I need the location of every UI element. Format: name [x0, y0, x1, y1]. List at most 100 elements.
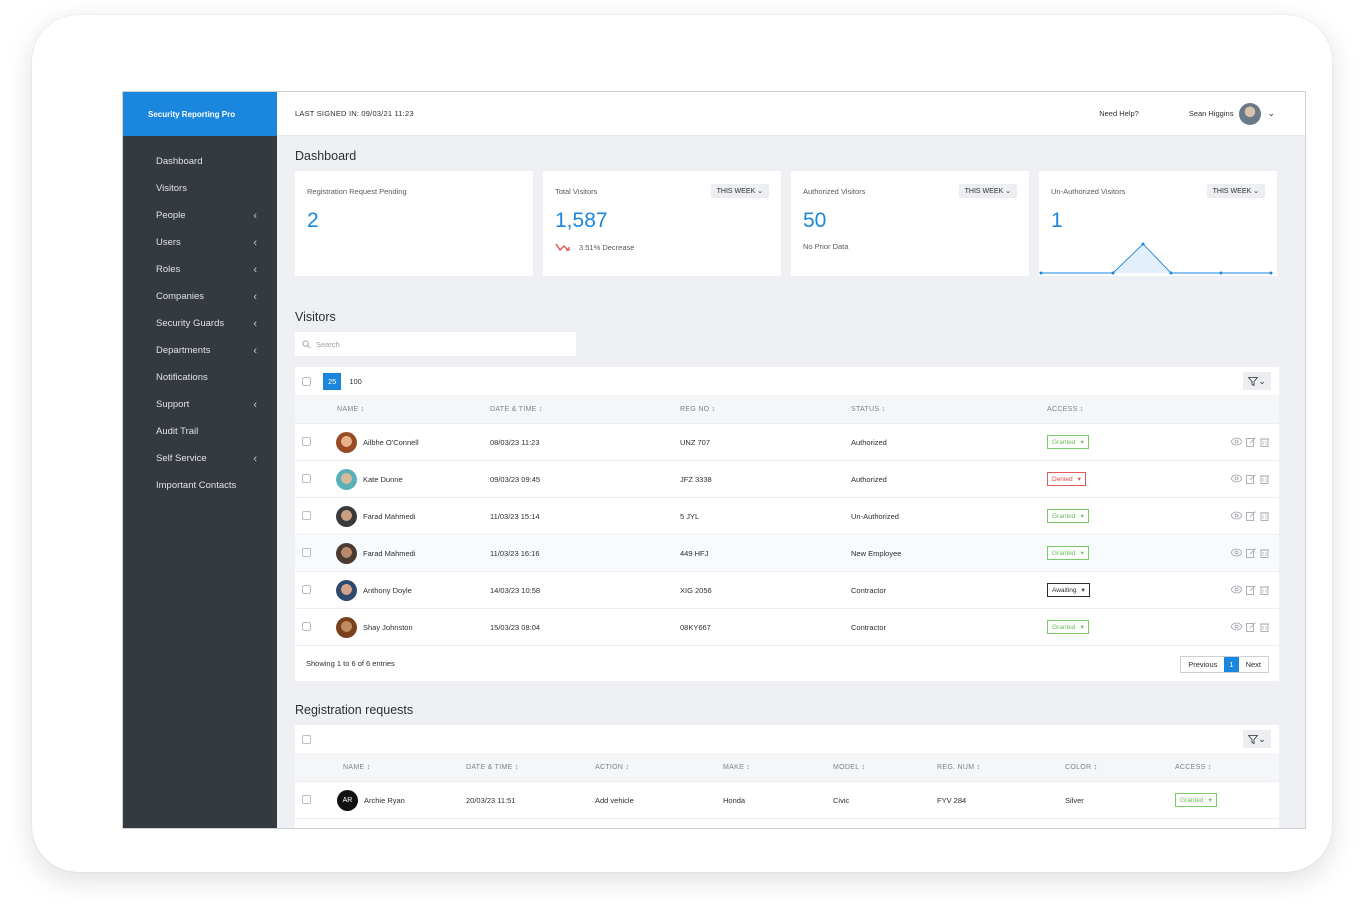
- table-row[interactable]: [295, 818, 1279, 828]
- sidebar-item[interactable]: Dashboard: [123, 148, 277, 175]
- row-checkbox[interactable]: [302, 547, 311, 557]
- table-row[interactable]: AR Archie Ryan 20/03/23 11:51 Add vehicl…: [295, 781, 1279, 818]
- view-icon[interactable]: [1231, 511, 1242, 520]
- page-size-100[interactable]: 100: [349, 376, 362, 386]
- row-checkbox[interactable]: [302, 510, 311, 520]
- period-select[interactable]: THIS WEEK ⌄: [958, 184, 1017, 198]
- visitors-rows: Ailbhe O'Connell 08/03/23 11:23 UNZ 707 Aut…: [295, 423, 1279, 645]
- sidebar-item[interactable]: Security Guards ‹: [123, 310, 277, 337]
- edit-icon[interactable]: [1246, 548, 1256, 558]
- col-name[interactable]: NAME ↕: [343, 763, 371, 771]
- user-menu[interactable]: Sean Higgins ⌄: [1188, 102, 1275, 125]
- row-checkbox[interactable]: [302, 473, 311, 483]
- period-select[interactable]: THIS WEEK ⌄: [1206, 184, 1265, 198]
- access-select[interactable]: Granted ▾: [1047, 620, 1089, 634]
- table-row[interactable]: Anthony Doyle 14/03/23 10:58 XIG 2056 Contr…: [295, 571, 1279, 608]
- edit-icon[interactable]: [1246, 474, 1256, 484]
- col-action[interactable]: ACTION ↕: [595, 763, 630, 771]
- page-1-button[interactable]: 1: [1224, 657, 1239, 672]
- row-name: Ailbhe O'Connell: [363, 437, 419, 447]
- access-select[interactable]: Granted ▾: [1175, 793, 1217, 807]
- table-row[interactable]: Kate Dunne 09/03/23 09:45 JFZ 3338 Authoriz…: [295, 460, 1279, 497]
- sidebar-item[interactable]: Self Service ‹: [123, 445, 277, 472]
- table-row[interactable]: Farad Mahmedi 11/03/23 16:16 449 HFJ New Em…: [295, 534, 1279, 571]
- view-icon[interactable]: [1231, 585, 1242, 594]
- sidebar-item[interactable]: Roles ‹: [123, 256, 277, 283]
- col-status[interactable]: STATUS ↕: [851, 405, 886, 413]
- avatar: AR: [337, 789, 358, 811]
- edit-icon[interactable]: [1246, 437, 1256, 447]
- table-row[interactable]: Ailbhe O'Connell 08/03/23 11:23 UNZ 707 Aut…: [295, 423, 1279, 460]
- access-select[interactable]: Granted ▾: [1047, 546, 1089, 560]
- caret-down-icon: ▾: [1080, 550, 1084, 557]
- user-name: Sean Higgins: [1188, 109, 1234, 118]
- row-make: Honda: [723, 795, 746, 805]
- sidebar-item[interactable]: Audit Trail: [123, 418, 277, 445]
- prev-button[interactable]: Previous: [1188, 660, 1218, 669]
- row-status: New Employee: [851, 548, 902, 558]
- col-model[interactable]: MODEL ↕: [833, 763, 866, 771]
- trash-icon[interactable]: [1260, 511, 1269, 521]
- caret-down-icon: ▾: [1080, 439, 1084, 446]
- sidebar-item[interactable]: Companies ‹: [123, 283, 277, 310]
- sparkline-line: [1041, 243, 1271, 274]
- table-row[interactable]: Shay Johnston 15/03/23 08:04 08KY667 Contra…: [295, 608, 1279, 645]
- page-size-25[interactable]: 25: [323, 372, 342, 390]
- caret-down-icon: ▾: [1208, 797, 1212, 804]
- brand-logo[interactable]: Security Reporting Pro: [123, 92, 277, 136]
- row-checkbox[interactable]: [302, 621, 311, 631]
- access-select[interactable]: Granted ▾: [1047, 435, 1089, 449]
- select-all-checkbox[interactable]: [302, 376, 311, 386]
- period-label: THIS WEEK: [716, 188, 756, 195]
- edit-icon[interactable]: [1246, 511, 1256, 521]
- chevron-left-icon: ‹: [253, 209, 257, 222]
- sidebar-item[interactable]: Notifications: [123, 364, 277, 391]
- col-access[interactable]: ACCESS ↕: [1175, 763, 1212, 771]
- trash-icon[interactable]: [1260, 474, 1269, 484]
- sidebar-item[interactable]: Users ‹: [123, 229, 277, 256]
- sparkline-point: [1169, 271, 1173, 275]
- row-checkbox[interactable]: [302, 794, 311, 804]
- edit-icon[interactable]: [1246, 622, 1256, 632]
- next-button[interactable]: Next: [1245, 660, 1261, 669]
- view-icon[interactable]: [1231, 548, 1242, 557]
- col-color[interactable]: COLOR ↕: [1065, 763, 1098, 771]
- caret-down-icon: ▾: [1080, 513, 1084, 520]
- filter-button[interactable]: ⌄: [1243, 730, 1271, 748]
- trash-icon[interactable]: [1260, 548, 1269, 558]
- col-name[interactable]: NAME ↕: [337, 405, 365, 413]
- access-select[interactable]: Granted ▾: [1047, 509, 1089, 523]
- trash-icon[interactable]: [1260, 437, 1269, 447]
- trash-icon[interactable]: [1260, 622, 1269, 632]
- trash-icon[interactable]: [1260, 585, 1269, 595]
- period-select[interactable]: THIS WEEK ⌄: [710, 184, 769, 198]
- access-select[interactable]: Denied ▾: [1047, 472, 1086, 486]
- select-all-checkbox[interactable]: [302, 734, 311, 744]
- sidebar-item[interactable]: Visitors: [123, 175, 277, 202]
- col-access[interactable]: ACCESS ↕: [1047, 405, 1084, 413]
- col-reg[interactable]: REG NO ↕: [680, 405, 716, 413]
- sparkline-chart: [1039, 242, 1273, 275]
- search-input[interactable]: Search: [295, 332, 576, 356]
- col-date[interactable]: DATE & TIME ↕: [490, 405, 543, 413]
- sidebar-item[interactable]: Important Contacts: [123, 472, 277, 499]
- view-icon[interactable]: [1231, 474, 1242, 483]
- row-checkbox[interactable]: [302, 584, 311, 594]
- sidebar-item[interactable]: Support ‹: [123, 391, 277, 418]
- card-value: 1: [1051, 209, 1063, 232]
- sidebar-item[interactable]: People ‹: [123, 202, 277, 229]
- col-reg-num[interactable]: REG. NUM ↕: [937, 763, 981, 771]
- row-reg: JFZ 3338: [680, 474, 712, 484]
- table-row[interactable]: Farad Mahmedi 11/03/23 15:14 5 JYL Un-Autho…: [295, 497, 1279, 534]
- view-icon[interactable]: [1231, 622, 1242, 631]
- col-date[interactable]: DATE & TIME ↕: [466, 763, 519, 771]
- sidebar-item[interactable]: Departments ‹: [123, 337, 277, 364]
- row-checkbox[interactable]: [302, 436, 311, 446]
- help-link[interactable]: Need Help?: [1099, 109, 1139, 118]
- edit-icon[interactable]: [1246, 585, 1256, 595]
- col-make[interactable]: MAKE ↕: [723, 763, 751, 771]
- access-select[interactable]: Awaiting ▾: [1047, 583, 1090, 597]
- filter-button[interactable]: ⌄: [1243, 372, 1271, 390]
- table-header: NAME ↕ DATE & TIME ↕ ACTION ↕ MAKE ↕ MOD…: [295, 753, 1279, 781]
- view-icon[interactable]: [1231, 437, 1242, 446]
